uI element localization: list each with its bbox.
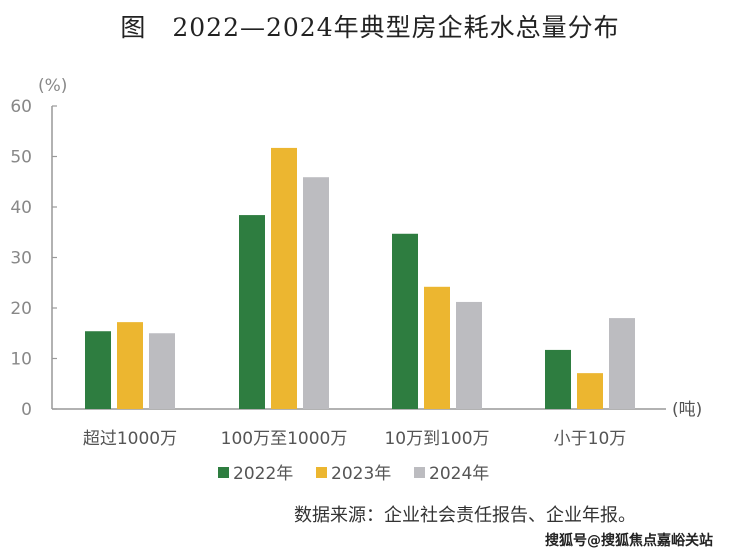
watermark: 搜狐号@搜狐焦点嘉峪关站 [545,533,713,549]
x-category-label: 100万至1000万 [221,429,348,449]
y-tick-label: 60 [10,97,32,117]
bar-2022年-100万至1000万 [239,215,265,409]
x-category-label: 10万到100万 [384,429,489,449]
y-tick-label: 40 [10,198,32,218]
legend-label: 2023年 [331,464,391,484]
y-tick-label: 50 [10,148,32,168]
bar-2024年-小于10万 [609,318,635,409]
y-tick-label: 30 [10,249,32,269]
legend-swatch [316,467,327,478]
bar-2022年-超过1000万 [85,331,111,409]
x-axis-unit: (吨) [672,400,702,420]
y-tick-label: 10 [10,350,32,370]
source-note: 数据来源：企业社会责任报告、企业年报。 [294,505,636,526]
bar-2022年-10万到100万 [392,233,418,409]
y-tick-label: 0 [21,400,32,420]
legend-label: 2022年 [233,464,293,484]
y-tick-label: 20 [10,299,32,319]
chart-title: 图 2022—2024年典型房企耗水总量分布 [120,13,620,42]
legend-swatch [218,467,229,478]
bar-2023年-100万至1000万 [271,147,297,410]
x-category-label: 超过1000万 [83,429,177,449]
bar-2022年-小于10万 [545,349,571,409]
bar-2023年-10万到100万 [424,286,450,409]
legend-label: 2024年 [429,464,489,484]
bar-2024年-超过1000万 [149,333,175,409]
bar-2023年-小于10万 [577,373,603,409]
bar-2024年-100万至1000万 [303,177,329,409]
x-category-label: 小于10万 [554,429,627,449]
bar-2023年-超过1000万 [117,322,143,409]
y-axis-unit: (%) [38,76,67,96]
legend-swatch [414,467,425,478]
bar-2024年-10万到100万 [456,301,482,409]
